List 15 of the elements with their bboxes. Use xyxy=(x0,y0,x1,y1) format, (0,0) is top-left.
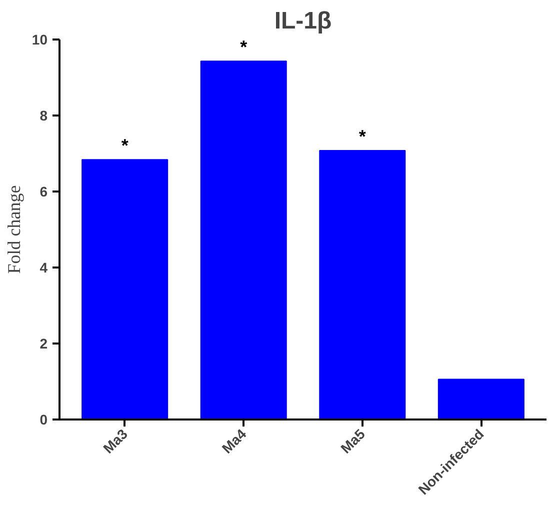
annotation: * xyxy=(121,136,128,156)
bar xyxy=(438,378,524,420)
y-tick-label: 6 xyxy=(40,184,48,200)
y-tick-label: 4 xyxy=(40,260,48,276)
y-tick-label: 10 xyxy=(32,32,48,48)
y-tick-label: 0 xyxy=(40,412,48,428)
chart-title: IL-1β xyxy=(274,8,332,34)
bar xyxy=(82,159,168,420)
annotation: * xyxy=(240,37,248,58)
y-tick-label: 2 xyxy=(40,336,48,352)
annotation: * xyxy=(358,126,366,146)
bar xyxy=(200,60,287,420)
y-tick-label: 8 xyxy=(40,108,48,124)
bar xyxy=(319,150,406,420)
y-axis-title: Fold change xyxy=(4,185,24,274)
